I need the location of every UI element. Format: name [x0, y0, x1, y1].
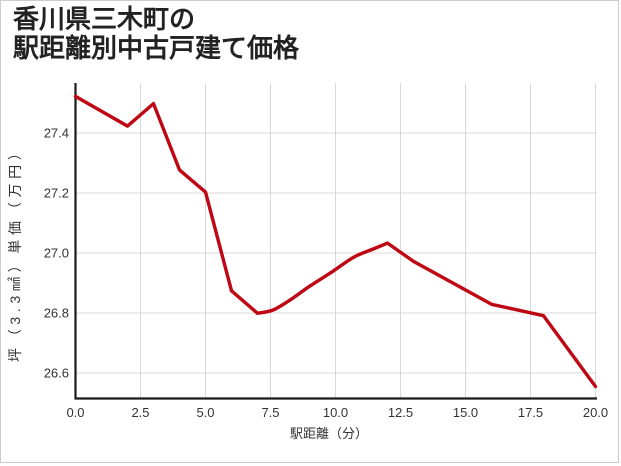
svg-text:7.5: 7.5: [261, 405, 279, 420]
svg-text:26.8: 26.8: [44, 306, 69, 321]
svg-text:12.5: 12.5: [388, 405, 413, 420]
svg-text:17.5: 17.5: [518, 405, 543, 420]
svg-text:2.5: 2.5: [131, 405, 149, 420]
svg-text:駅距離（分）: 駅距離（分）: [290, 426, 368, 441]
svg-text:15.0: 15.0: [453, 405, 478, 420]
svg-text:27.2: 27.2: [44, 186, 69, 201]
svg-text:27.4: 27.4: [44, 126, 69, 141]
svg-text:26.6: 26.6: [44, 366, 69, 381]
svg-text:5.0: 5.0: [196, 405, 214, 420]
svg-text:20.0: 20.0: [583, 405, 608, 420]
svg-text:27.0: 27.0: [44, 246, 69, 261]
svg-text:10.0: 10.0: [323, 405, 348, 420]
svg-text:0.0: 0.0: [66, 405, 84, 420]
